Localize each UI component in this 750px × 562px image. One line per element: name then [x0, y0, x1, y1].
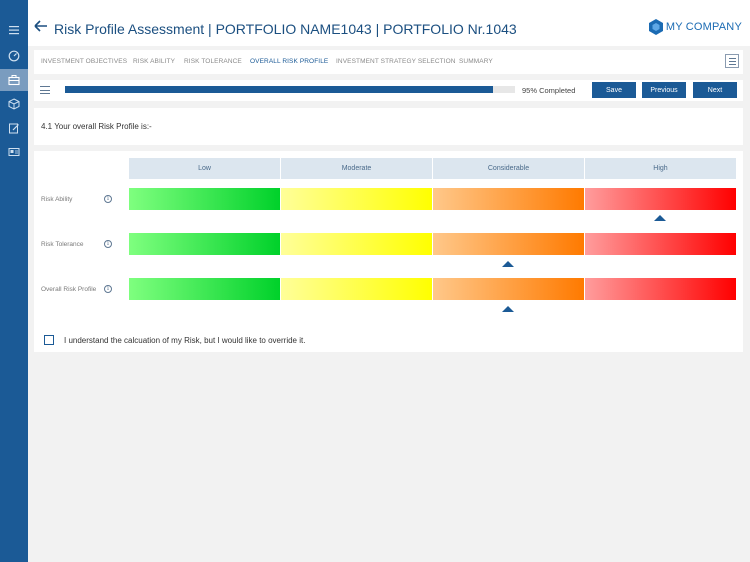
- cube-icon[interactable]: [0, 93, 28, 115]
- info-icon[interactable]: i: [104, 285, 112, 293]
- risk-bar-high: [585, 233, 736, 255]
- row-label-risk-ability: Risk Ability: [41, 196, 73, 203]
- row-label-risk-tolerance: Risk Tolerance: [41, 241, 84, 248]
- risk-bar-considerable: [433, 233, 584, 255]
- sidebar: [0, 0, 28, 562]
- app-header: Risk Profile Assessment | PORTFOLIO NAME…: [28, 0, 750, 46]
- edit-document-icon[interactable]: [0, 117, 28, 139]
- override-checkbox[interactable]: [44, 335, 54, 345]
- risk-bar-high: [585, 278, 736, 300]
- risk-bar-low: [129, 278, 280, 300]
- next-button[interactable]: Next: [693, 82, 737, 98]
- level-header-low: Low: [129, 158, 280, 179]
- tab-risk-ability[interactable]: RISK ABILITY: [133, 58, 176, 65]
- risk-bar-high: [585, 188, 736, 210]
- risk-bar-low: [129, 188, 280, 210]
- level-header-high: High: [585, 158, 736, 179]
- page-title: Risk Profile Assessment | PORTFOLIO NAME…: [54, 21, 517, 37]
- risk-tolerance-marker: [502, 261, 514, 267]
- row-label-overall-risk-profile: Overall Risk Profile: [41, 286, 97, 293]
- tab-investment-strategy-selection[interactable]: INVESTMENT STRATEGY SELECTION: [336, 58, 456, 65]
- risk-bar-low: [129, 233, 280, 255]
- override-label: I understand the calcuation of my Risk, …: [64, 336, 306, 345]
- save-button[interactable]: Save: [592, 82, 636, 98]
- tab-overall-risk-profile[interactable]: OVERALL RISK PROFILE: [250, 58, 329, 65]
- risk-profile-panel: Low Moderate Considerable High Risk Abil…: [34, 151, 743, 352]
- risk-bar-moderate: [281, 233, 432, 255]
- question-text: 4.1 Your overall Risk Profile is:-: [41, 122, 152, 131]
- overall-risk-marker: [502, 306, 514, 312]
- progress-toolbar: 95% Completed Save Previous Next: [34, 80, 743, 101]
- hamburger-menu-icon[interactable]: [40, 85, 52, 95]
- tab-summary[interactable]: SUMMARY: [459, 58, 493, 65]
- tab-investment-objectives[interactable]: INVESTMENT OBJECTIVES: [41, 58, 128, 65]
- tab-risk-tolerance[interactable]: RISK TOLERANCE: [184, 58, 242, 65]
- hamburger-menu-icon[interactable]: [0, 19, 28, 41]
- question-card: 4.1 Your overall Risk Profile is:-: [34, 108, 743, 145]
- progress-fill: [65, 86, 493, 93]
- step-tabs: INVESTMENT OBJECTIVES RISK ABILITY RISK …: [34, 50, 743, 74]
- level-header-moderate: Moderate: [281, 158, 432, 179]
- list-menu-icon[interactable]: [725, 54, 739, 68]
- level-header-considerable: Considerable: [433, 158, 584, 179]
- dashboard-gauge-icon[interactable]: [0, 45, 28, 67]
- previous-button[interactable]: Previous: [642, 82, 686, 98]
- risk-bar-considerable: [433, 188, 584, 210]
- company-cube-icon: [648, 19, 663, 35]
- back-arrow-icon[interactable]: [34, 20, 48, 32]
- risk-ability-marker: [654, 215, 666, 221]
- company-name: MY COMPANY: [665, 21, 742, 33]
- risk-bar-moderate: [281, 278, 432, 300]
- progress-text: 95% Completed: [522, 86, 576, 95]
- briefcase-icon[interactable]: [0, 69, 28, 91]
- info-icon[interactable]: i: [104, 195, 112, 203]
- info-icon[interactable]: i: [104, 240, 112, 248]
- id-card-icon[interactable]: [0, 141, 28, 163]
- risk-bar-considerable: [433, 278, 584, 300]
- company-logo: MY COMPANY: [648, 18, 742, 36]
- progress-track: [65, 86, 515, 93]
- risk-bar-moderate: [281, 188, 432, 210]
